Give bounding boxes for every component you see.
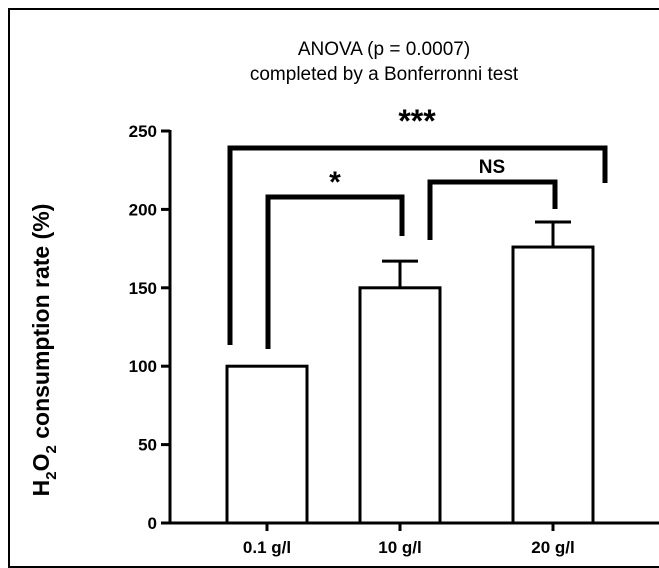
y-tick-label: 250 [129,122,157,141]
bar [358,286,442,525]
x-tick-label: 10 g/l [378,538,421,557]
significance-label: NS [479,157,505,178]
y-axis-label: H2O2 consumption rate (%) [28,204,60,497]
bracket-b-c [427,179,558,240]
significance-label: *** [398,103,436,139]
bar [511,245,595,525]
x-tick-label: 20 g/l [531,538,574,557]
y-tick-label: 50 [138,436,157,455]
bracket-all [227,145,608,345]
y-tick-label: 150 [129,279,157,298]
y-tick-label: 200 [129,200,157,219]
chart-title: ANOVA (p = 0.0007) [298,39,470,60]
significance-label: * [329,166,341,199]
y-tick-label: 100 [129,357,157,376]
bracket-a-b [265,194,405,349]
chart-subtitle: completed by a Bonferronni test [250,64,519,85]
bar [225,364,309,525]
y-tick-label: 0 [148,514,157,533]
x-tick-label: 0.1 g/l [243,538,291,557]
